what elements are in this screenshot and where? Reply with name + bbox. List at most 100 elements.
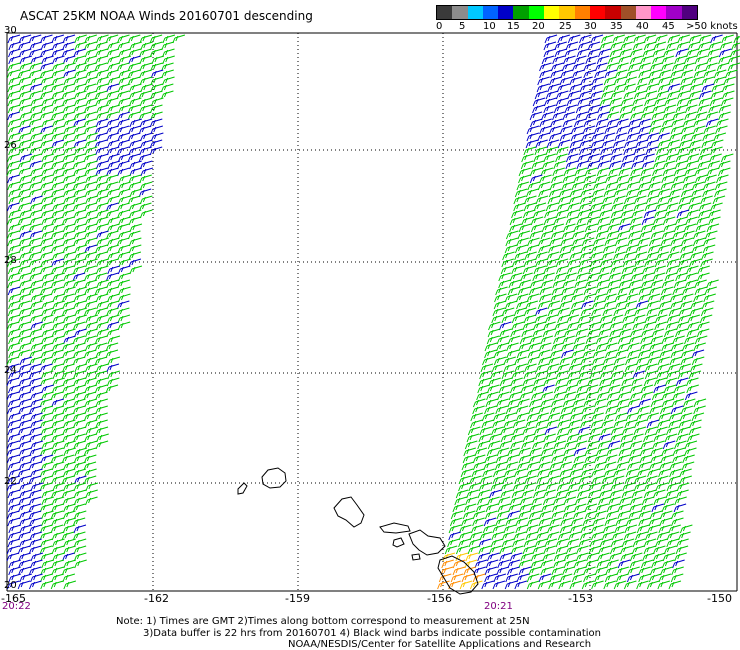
wind-barb: [543, 97, 557, 107]
wind-barb: [555, 538, 569, 548]
wind-barb: [626, 573, 640, 583]
island-kauai: [261, 467, 287, 489]
wind-barb: [138, 202, 152, 212]
wind-barb: [533, 202, 547, 212]
wind-barb: [41, 132, 54, 142]
wind-barb: [6, 447, 20, 457]
wind-barb: [635, 531, 648, 541]
wind-barb: [51, 412, 65, 422]
wind-barb: [40, 146, 54, 156]
wind-barb: [609, 328, 622, 338]
wind-barb: [455, 489, 469, 499]
lon-label: -159: [285, 592, 310, 605]
wind-barb: [652, 48, 666, 58]
wind-barb: [570, 356, 584, 366]
wind-barb: [709, 97, 723, 107]
wind-barb: [538, 188, 551, 198]
wind-barb: [518, 447, 531, 457]
wind-barb: [604, 174, 618, 184]
wind-barb: [526, 573, 540, 583]
wind-barb: [138, 111, 152, 121]
wind-barb: [587, 440, 600, 450]
wind-barb: [487, 552, 500, 562]
wind-barb: [105, 384, 119, 394]
wind-barb: [139, 160, 153, 170]
wind-barb: [555, 209, 569, 219]
lat-label: 30: [4, 25, 17, 36]
wind-barb: [617, 286, 631, 296]
wind-barb: [40, 174, 53, 184]
wind-barb: [39, 398, 53, 408]
wind-barb: [18, 384, 32, 394]
wind-barb: [571, 300, 584, 310]
wind-barb: [40, 573, 53, 583]
wind-barb: [544, 34, 558, 44]
wind-barb: [688, 370, 702, 380]
wind-barb: [710, 202, 723, 212]
wind-barb: [643, 377, 657, 387]
wind-barb: [657, 188, 671, 198]
wind-barb: [95, 111, 109, 121]
wind-barb: [631, 377, 644, 387]
wind-barb: [593, 293, 607, 303]
wind-barb: [606, 286, 619, 296]
wind-barb: [723, 76, 736, 86]
wind-barb: [604, 342, 618, 352]
wind-barb: [550, 293, 563, 303]
wind-barb: [639, 230, 652, 240]
wind-barb: [525, 139, 539, 149]
wind-barb: [567, 482, 581, 492]
wind-barb: [651, 503, 664, 513]
wind-barb: [40, 538, 53, 548]
wind-barb: [551, 286, 565, 296]
wind-barb: [526, 412, 540, 422]
wind-barb: [680, 76, 693, 86]
wind-barb: [62, 202, 75, 212]
wind-barb: [467, 426, 481, 436]
wind-barb: [62, 244, 76, 254]
wind-barb: [698, 90, 712, 100]
wind-barb: [537, 132, 550, 142]
wind-barb: [662, 111, 675, 121]
wind-barb: [702, 188, 715, 198]
wind-barb: [522, 265, 536, 275]
wind-barb: [105, 181, 119, 191]
wind-barb: [529, 279, 543, 289]
wind-barb: [524, 251, 537, 261]
wind-barb: [117, 244, 131, 254]
wind-barb: [452, 559, 466, 569]
wind-barb: [633, 90, 647, 100]
wind-barb: [41, 496, 54, 506]
wind-barb: [693, 405, 706, 415]
wind-barb: [519, 335, 533, 345]
note-line-3: NOAA/NESDIS/Center for Satellite Applica…: [288, 639, 592, 650]
wind-barb: [683, 55, 697, 65]
wind-barb: [529, 174, 543, 184]
wind-barb: [632, 538, 646, 548]
wind-barb: [469, 580, 483, 590]
wind-barb: [95, 440, 109, 450]
wind-barb: [73, 377, 86, 387]
wind-barb: [576, 433, 589, 443]
wind-barb: [73, 538, 87, 548]
wind-barb: [41, 272, 55, 282]
wind-barb: [498, 272, 511, 282]
island-niihau: [237, 482, 248, 495]
wind-barb: [17, 580, 31, 590]
wind-barb: [576, 377, 589, 387]
wind-barb: [6, 216, 20, 226]
wind-barb: [598, 545, 611, 555]
wind-barb: [18, 223, 32, 233]
wind-barb: [694, 167, 708, 177]
wind-barb: [28, 139, 42, 149]
wind-barb: [503, 524, 517, 534]
wind-barb: [496, 566, 509, 576]
wind-barb: [678, 258, 691, 268]
wind-barb: [648, 349, 661, 359]
wind-barb: [41, 335, 54, 345]
wind-barb: [571, 349, 584, 359]
wind-barb: [624, 363, 638, 373]
wind-barb: [73, 237, 86, 247]
wind-barb: [575, 272, 589, 282]
wind-barb: [551, 510, 564, 520]
